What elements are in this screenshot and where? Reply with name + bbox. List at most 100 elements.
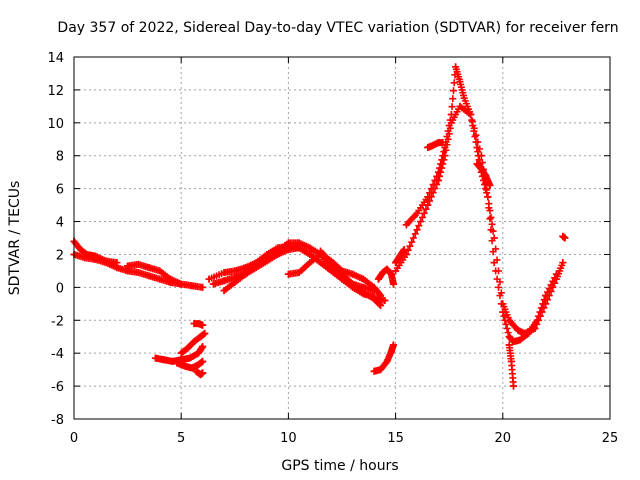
axes: 0 5 10 15 20 25 -8 -6 -4 -2 0 2 4 6 8 10 12 14 — [47, 51, 618, 446]
data-point — [505, 333, 513, 341]
data-point — [383, 357, 391, 365]
data-point — [552, 270, 560, 278]
data-point — [295, 244, 303, 252]
x-tick-label: 25 — [602, 431, 619, 446]
series-track-d — [151, 343, 207, 365]
y-tick-label: 0 — [56, 281, 64, 296]
data-point — [389, 280, 397, 288]
data-point — [377, 301, 385, 309]
data-point — [151, 354, 159, 362]
series-track-u — [505, 341, 518, 390]
data-point — [473, 144, 481, 151]
data-point — [561, 234, 569, 242]
data-point — [374, 275, 382, 283]
series-track-m — [317, 247, 385, 309]
data-point — [428, 142, 436, 150]
data-point — [514, 326, 522, 334]
data-point — [306, 244, 314, 252]
data-point — [199, 369, 207, 377]
data-point — [166, 275, 174, 283]
y-axis-label: SDTVAR / TECUs — [7, 181, 23, 296]
data-point — [413, 226, 421, 234]
series-track-q — [392, 102, 567, 337]
y-tick-label: -4 — [51, 347, 64, 362]
data-point — [349, 270, 357, 278]
data-point — [542, 292, 550, 300]
data-point — [484, 193, 492, 201]
data-point — [533, 316, 541, 324]
data-point — [317, 259, 325, 267]
data-point — [477, 165, 485, 173]
y-tick-label: 8 — [56, 150, 64, 165]
data-point — [252, 264, 260, 272]
data-point — [306, 259, 314, 267]
plot-frame — [73, 56, 611, 420]
data-point — [284, 270, 292, 278]
series-track-k — [220, 244, 303, 295]
x-tick-label: 10 — [280, 431, 297, 446]
series-track-n — [374, 265, 397, 288]
data-point-markers — [392, 102, 567, 337]
data-point — [113, 259, 121, 267]
data-point — [160, 356, 168, 364]
data-point — [177, 280, 185, 288]
data-series — [70, 63, 569, 390]
data-point — [124, 262, 132, 270]
y-tick-label: -6 — [51, 380, 64, 395]
data-point — [91, 252, 99, 260]
data-point — [199, 283, 207, 291]
grid — [74, 57, 610, 419]
data-point — [396, 252, 404, 260]
series-track-r — [402, 63, 560, 346]
data-point — [188, 364, 196, 372]
data-point — [377, 292, 385, 300]
data-point — [173, 359, 181, 367]
data-point — [370, 283, 378, 291]
series-track-e — [173, 357, 207, 372]
y-tick-label: 4 — [56, 216, 64, 231]
series-track-h — [192, 367, 207, 379]
data-point — [387, 270, 395, 278]
data-point — [413, 209, 421, 217]
data-point — [274, 250, 282, 258]
y-tick-label: -8 — [51, 413, 64, 428]
data-point — [389, 341, 397, 349]
x-tick-label: 0 — [70, 431, 78, 446]
data-point — [181, 362, 189, 370]
series-track-f — [177, 329, 209, 357]
data-point — [505, 341, 513, 349]
data-point — [177, 349, 185, 357]
data-point — [192, 367, 200, 375]
data-point — [184, 344, 192, 352]
data-point — [460, 94, 468, 102]
data-point — [490, 259, 498, 267]
data-point — [467, 111, 475, 119]
data-point — [134, 269, 142, 277]
data-point — [400, 246, 408, 254]
data-point — [199, 343, 207, 351]
x-tick-label: 15 — [387, 431, 404, 446]
data-point — [507, 357, 515, 365]
data-point — [194, 320, 202, 328]
data-point — [306, 250, 314, 258]
data-point — [156, 267, 164, 275]
data-point — [338, 270, 346, 278]
data-point — [486, 181, 494, 189]
data-point — [402, 250, 410, 258]
data-point — [83, 250, 91, 258]
x-tick-label: 5 — [177, 431, 185, 446]
data-point — [370, 367, 378, 375]
data-point — [510, 338, 518, 346]
data-point — [242, 270, 250, 278]
data-point-markers — [559, 232, 569, 242]
data-point — [359, 288, 367, 296]
data-point — [482, 171, 490, 179]
data-point — [473, 160, 481, 168]
data-point — [456, 78, 464, 86]
data-point — [196, 333, 204, 341]
data-point — [145, 264, 153, 272]
data-point — [447, 111, 455, 119]
data-point — [190, 338, 198, 346]
data-point — [220, 287, 228, 295]
